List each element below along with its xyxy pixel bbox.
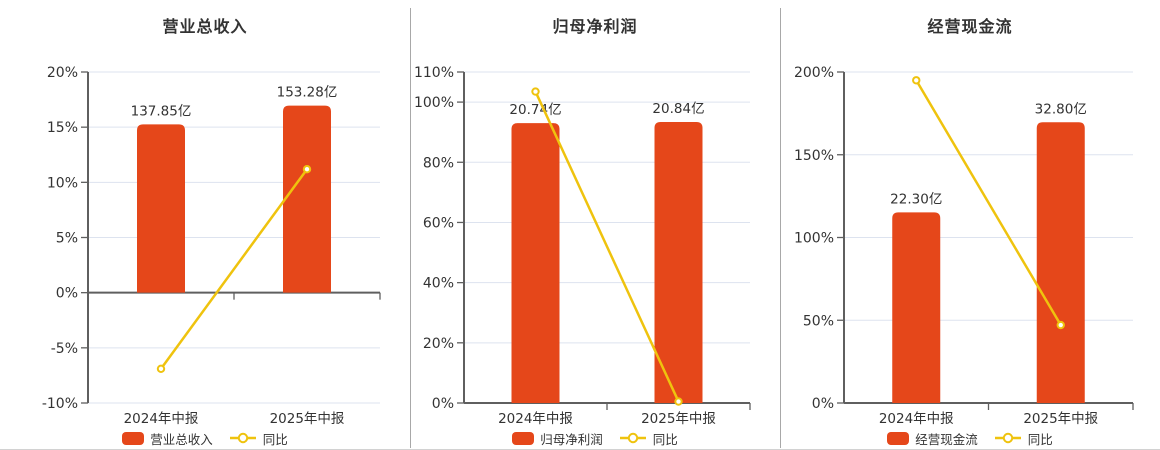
y-tick-label: 10% (47, 175, 78, 191)
y-tick-label: 0% (56, 286, 78, 302)
legend-label: 同比 (1027, 431, 1053, 447)
chart-canvas: 0% 50% 100% 150% 200% 22.30亿 32.80亿 2024年中报 2025… (794, 65, 1134, 427)
x-category-label: 2025年中报 (1023, 411, 1098, 427)
y-tick-label: 50% (803, 313, 834, 329)
yoy-marker (302, 165, 312, 174)
chart-title: 营业总收入 (162, 17, 248, 36)
x-category-label: 2025年中报 (270, 411, 345, 427)
bar-value-label: 137.85亿 (131, 103, 192, 119)
legend-item-bar-series[interactable]: 归母净利润 (512, 429, 603, 448)
y-tick-label: 110% (414, 65, 454, 81)
revenue-chart-panel: 营业总收入 -10% -5% 0% 5% 10% 15% 20% 137.85亿 153.28亿… (0, 0, 410, 450)
legend-item-yoy-line[interactable]: 同比 (229, 429, 288, 448)
legend-item-bar-series[interactable]: 经营现金流 (887, 429, 978, 448)
net-profit-chart-panel: 归母净利润 0% 20% 40% 60% 80% 100% 110% 20.74亿 20.84亿… (410, 0, 780, 450)
panel-divider (780, 8, 781, 448)
bar-series-swatch-icon (122, 431, 145, 445)
legend-item-yoy-line[interactable]: 同比 (994, 429, 1053, 448)
yoy-marker (156, 364, 166, 373)
bar-value-label: 20.84亿 (652, 101, 704, 117)
chart-canvas: 0% 20% 40% 60% 80% 100% 110% 20.74亿 20.84亿 2024年中… (414, 65, 751, 427)
yoy-line (159, 167, 309, 371)
yoy-marker (1056, 320, 1065, 330)
legend-label: 经营现金流 (915, 431, 978, 447)
y-tick-label: 15% (47, 120, 78, 136)
bar (283, 105, 331, 293)
y-tick-label: 20% (47, 65, 78, 81)
yoy-marker (674, 397, 683, 406)
yoy-line-marker-icon (619, 432, 646, 444)
chart-legend: 归母净利润 同比 (410, 429, 780, 447)
bar (654, 121, 703, 403)
y-tick-label: 150% (794, 148, 834, 164)
y-tick-label: -5% (51, 341, 78, 357)
legend-label: 同比 (652, 431, 678, 447)
y-tick-label: 0% (432, 396, 454, 412)
chart-title: 经营现金流 (927, 17, 1013, 36)
y-tick-label: 60% (423, 215, 454, 231)
chart-legend: 经营现金流 同比 (780, 429, 1160, 447)
legend-item-yoy-line[interactable]: 同比 (619, 429, 678, 448)
legend-label: 归母净利润 (540, 431, 603, 447)
yoy-line (915, 79, 1062, 327)
bar (137, 124, 185, 293)
y-tick-label: 100% (414, 95, 454, 111)
bar-value-label: 153.28亿 (277, 85, 338, 101)
chart-canvas: -10% -5% 0% 5% 10% 15% 20% 137.85亿 153.28亿 2024年中… (42, 65, 381, 427)
panel-divider (410, 8, 411, 448)
bar-value-label: 20.74亿 (509, 102, 561, 118)
yoy-marker (531, 87, 540, 96)
y-tick-label: 5% (56, 231, 78, 247)
legend-item-bar-series[interactable]: 营业总收入 (122, 429, 213, 448)
legend-label: 同比 (262, 431, 288, 447)
yoy-marker (912, 76, 921, 85)
y-tick-label: 80% (423, 155, 454, 171)
bar-series-swatch-icon (512, 431, 535, 445)
x-category-label: 2024年中报 (124, 411, 199, 427)
y-tick-label: -10% (42, 396, 78, 412)
bar (511, 123, 560, 404)
bar (1036, 122, 1085, 403)
y-tick-label: 0% (812, 396, 834, 412)
yoy-line-marker-icon (994, 432, 1021, 444)
bar-value-label: 32.80亿 (1035, 101, 1087, 117)
x-category-label: 2024年中报 (879, 411, 954, 427)
x-category-label: 2025年中报 (641, 411, 716, 427)
legend-label: 营业总收入 (150, 431, 213, 447)
bar-value-label: 22.30亿 (890, 191, 942, 207)
operating-cash-flow-chart-panel: 经营现金流 0% 50% 100% 150% 200% 22.30亿 32.80亿 2024年… (780, 0, 1160, 450)
y-tick-label: 40% (423, 276, 454, 292)
chart-legend: 营业总收入 同比 (0, 429, 410, 447)
yoy-line-marker-icon (229, 432, 256, 444)
chart-title: 归母净利润 (552, 17, 638, 36)
yoy-line (534, 90, 680, 403)
bar-series-swatch-icon (887, 431, 910, 445)
x-category-label: 2024年中报 (498, 411, 573, 427)
y-tick-label: 20% (423, 336, 454, 352)
y-tick-label: 100% (794, 231, 834, 247)
y-tick-label: 200% (794, 65, 834, 81)
bar (892, 212, 941, 403)
